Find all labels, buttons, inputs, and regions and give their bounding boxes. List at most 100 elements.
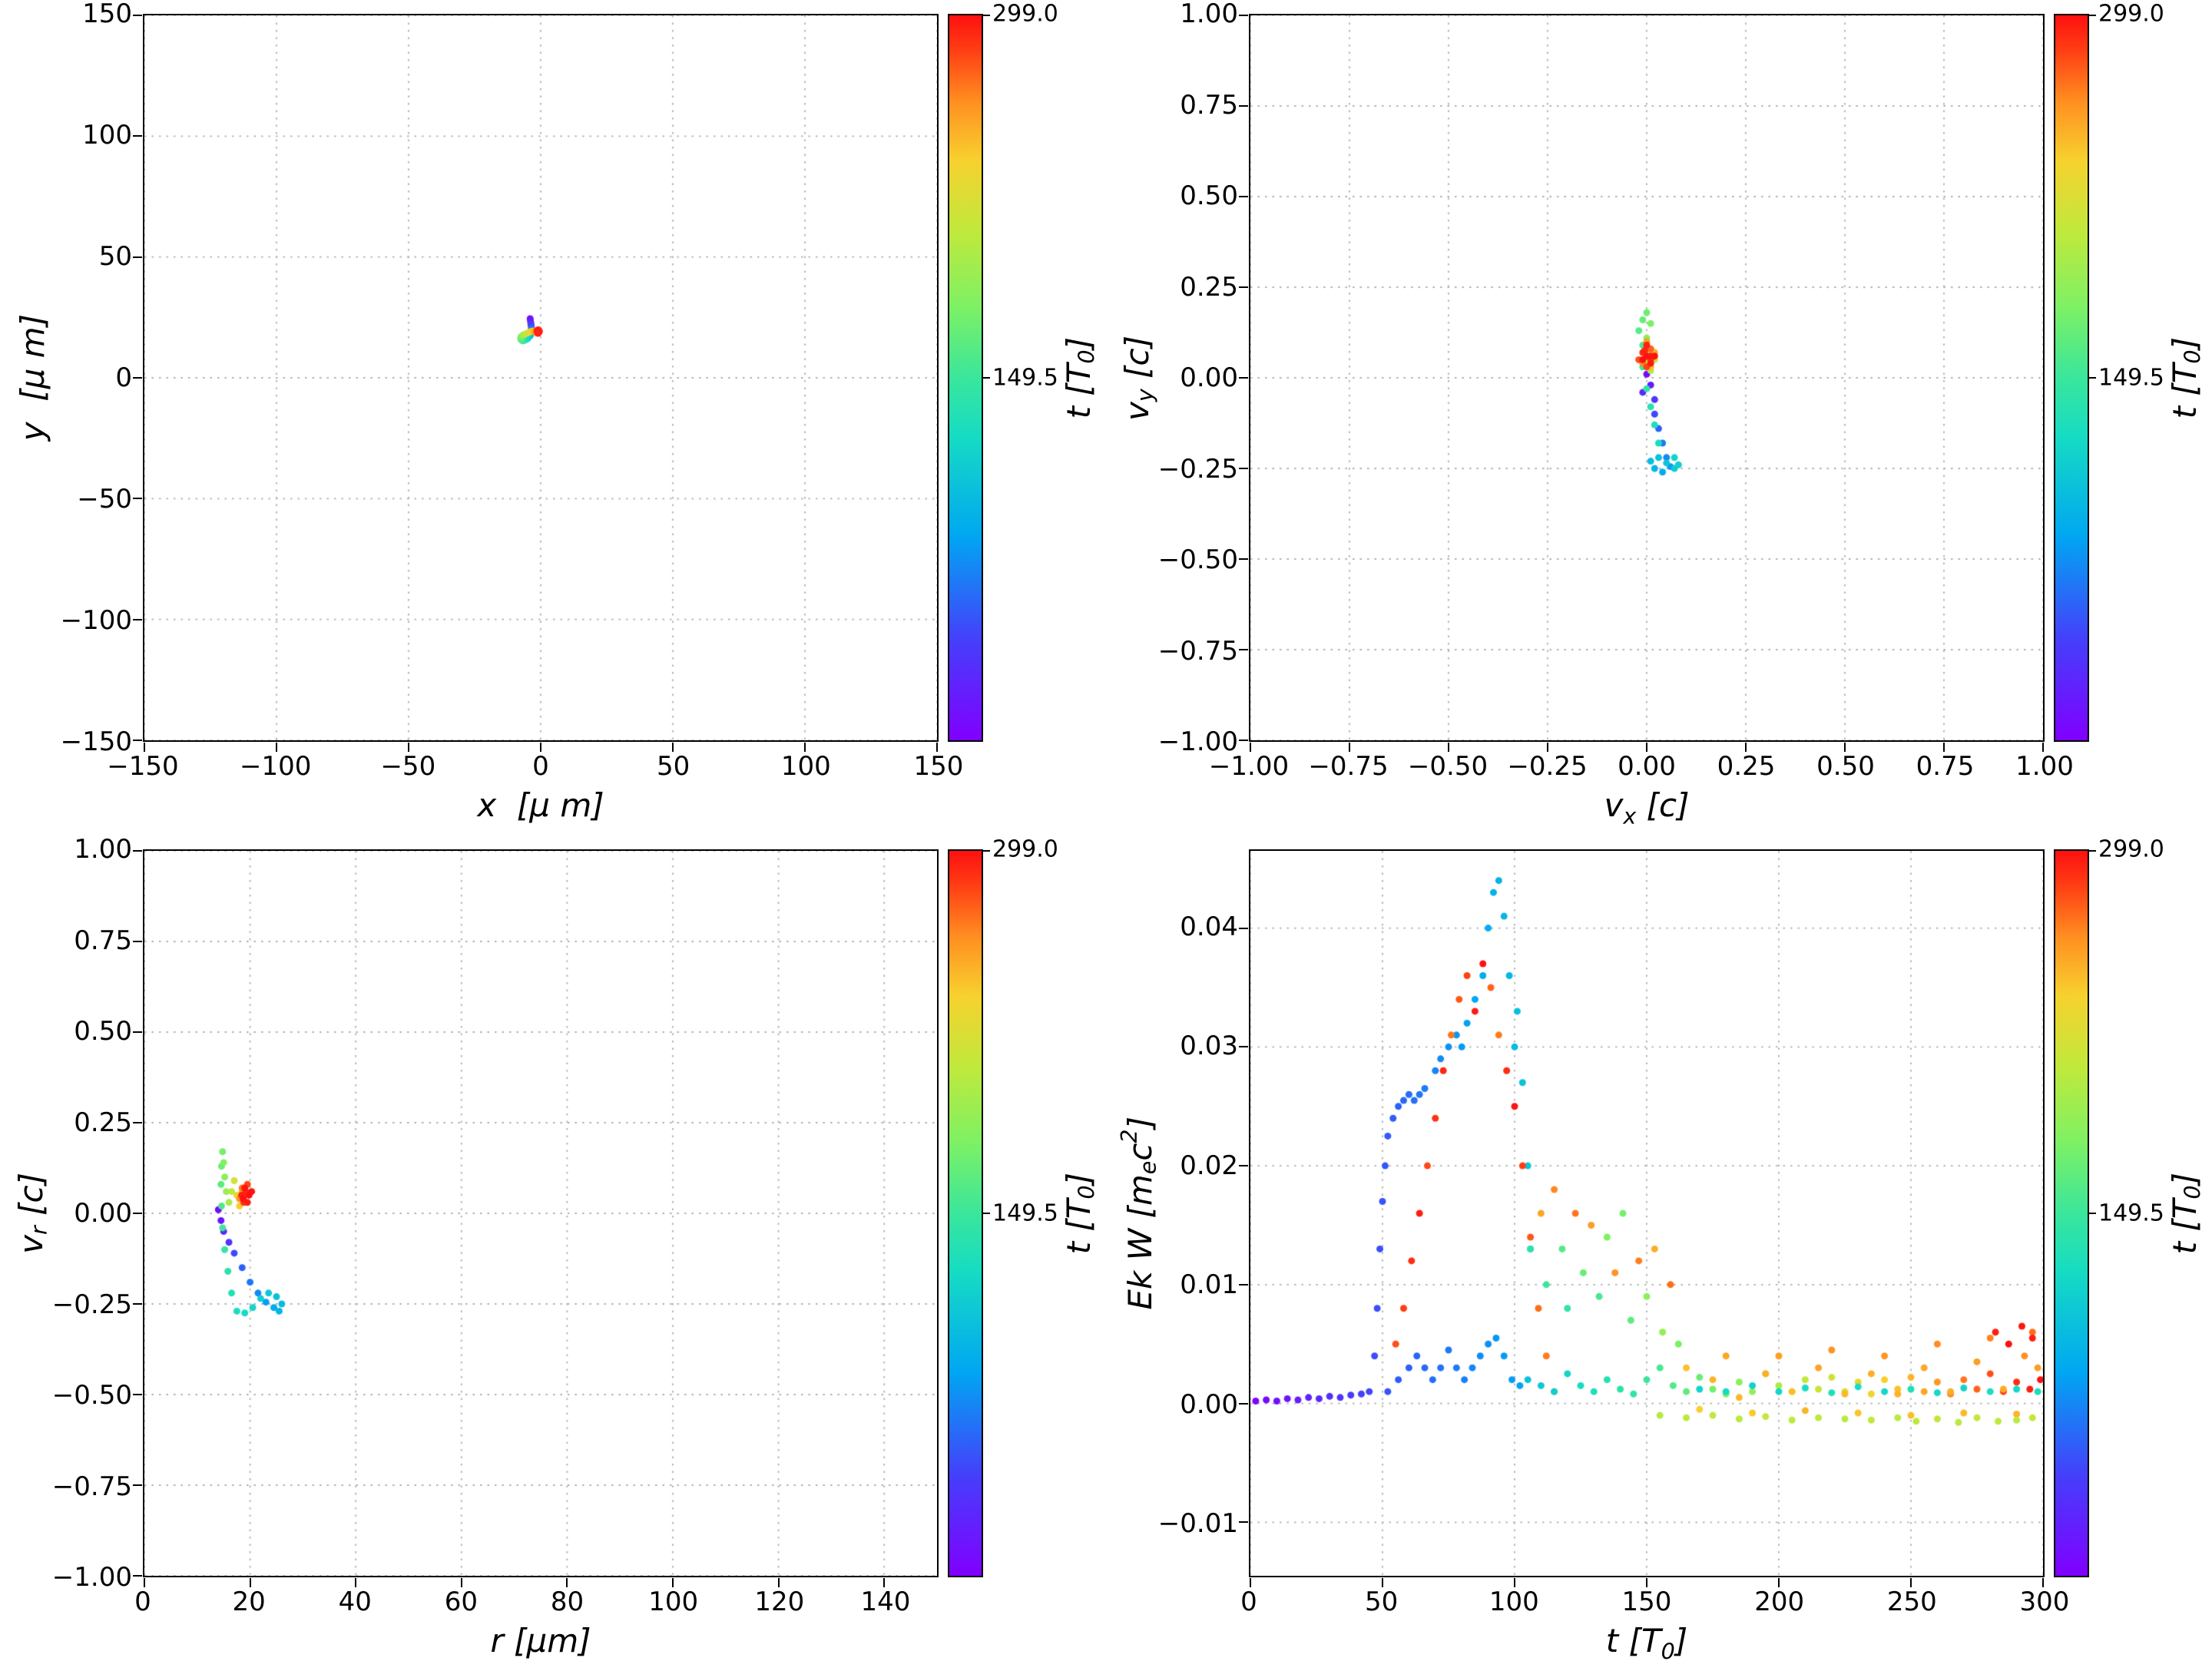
- y-tick-mark: [133, 740, 142, 741]
- scatter-canvas: [1250, 15, 2043, 740]
- x-tick-label: 120: [754, 1587, 805, 1617]
- x-tick-mark: [671, 1578, 674, 1587]
- colorbar-tick-label: 299.0: [992, 836, 1058, 863]
- x-tick-mark: [1844, 743, 1846, 752]
- y-tick-label: 150: [82, 0, 132, 29]
- x-tick-mark: [144, 1578, 145, 1587]
- x-tick-label: 0.75: [1916, 751, 1975, 782]
- y-tick-mark: [1239, 15, 1248, 16]
- y-tick-label: 0.04: [1180, 912, 1238, 943]
- y-tick-label: −1.00: [51, 1562, 132, 1593]
- y-tick-label: 1.00: [74, 834, 132, 865]
- x-tick-label: 50: [1365, 1587, 1399, 1617]
- colorbar: [2054, 849, 2096, 1577]
- x-tick-label: 150: [913, 751, 964, 782]
- x-tick-mark: [777, 1578, 780, 1587]
- x-tick-mark: [1250, 743, 1251, 752]
- colorbar-tick-labels: 299.0 149.5: [983, 836, 1058, 1577]
- y-tick-label: 0.00: [74, 1198, 132, 1229]
- scatter-canvas: [144, 851, 937, 1576]
- colorbar: [948, 849, 990, 1577]
- x-tick-label: 0.50: [1816, 751, 1875, 782]
- y-tick-mark: [133, 498, 142, 500]
- colorbar-tick-label: 149.5: [992, 1199, 1058, 1227]
- x-tick-labels: −150 −100 −50 0 50 100 150: [107, 742, 963, 786]
- y-tick-label: 0.75: [1180, 89, 1238, 121]
- y-tick-mark: [133, 618, 142, 620]
- y-tick-labels: −150 −100 −50 0 50 100 150: [57, 0, 143, 757]
- x-tick-label: 0: [1240, 1587, 1257, 1617]
- y-tick-label: −1.00: [1157, 726, 1238, 757]
- colorbar-tick-label: 149.5: [992, 364, 1058, 392]
- x-tick-label: 100: [1488, 1587, 1539, 1617]
- colorbar-tick-mark: [2089, 1213, 2096, 1214]
- y-tick-mark: [1239, 1046, 1248, 1048]
- y-tick-label: −100: [60, 605, 132, 636]
- y-axis-label: vr [c]: [12, 1173, 52, 1254]
- x-tick-mark: [1745, 743, 1747, 752]
- colorbar-tick-labels: 299.0 149.5: [983, 1, 1058, 742]
- colorbar: [2054, 14, 2096, 742]
- y-tick-mark: [133, 256, 142, 258]
- x-tick-label: 100: [648, 1587, 699, 1617]
- y-tick-label: 0.01: [1180, 1269, 1238, 1301]
- x-tick-labels: −1.00 −0.75 −0.50 −0.25 0.00 0.25 0.50 0.75 1.00: [1209, 742, 2074, 786]
- x-tick-label: 300: [2019, 1587, 2070, 1617]
- x-tick-label: −0.75: [1308, 751, 1389, 782]
- colorbar-label: t [T0]: [2166, 1172, 2206, 1255]
- x-tick-label: 20: [232, 1587, 266, 1617]
- y-tick-label: 0.02: [1180, 1150, 1238, 1181]
- x-tick-label: 100: [780, 751, 831, 782]
- y-tick-label: −0.50: [51, 1380, 132, 1411]
- x-tick-mark: [1381, 1578, 1383, 1587]
- y-tick-labels: −1.00 −0.75 −0.50 −0.25 0.00 0.25 0.50 0.75 1.00: [52, 834, 143, 1593]
- x-tick-mark: [1943, 743, 1945, 752]
- plot-area: [133, 14, 939, 752]
- y-axis-label: vy [c]: [1118, 335, 1158, 421]
- colorbar-tick-labels: 299.0 149.5: [2089, 1, 2164, 742]
- x-tick-label: −0.25: [1507, 751, 1588, 782]
- colorbar-label: t [T0]: [2166, 336, 2206, 419]
- x-axis-label: vx [c]: [1604, 786, 1690, 829]
- x-tick-mark: [2042, 1578, 2044, 1587]
- y-tick-label: −50: [77, 483, 132, 515]
- x-tick-mark: [1646, 743, 1647, 752]
- x-tick-label: −100: [239, 751, 312, 782]
- y-tick-label: −0.75: [1157, 635, 1238, 667]
- x-tick-label: −1.00: [1208, 751, 1290, 782]
- y-tick-mark: [133, 1213, 142, 1214]
- x-tick-label: −0.50: [1407, 751, 1488, 782]
- y-tick-label: −0.25: [51, 1289, 132, 1320]
- x-tick-mark: [1910, 1578, 1912, 1587]
- y-tick-mark: [133, 941, 142, 942]
- x-tick-label: −50: [380, 751, 436, 782]
- y-tick-mark: [133, 850, 142, 852]
- x-tick-labels: 0 20 40 60 80 100 120 140: [134, 1577, 939, 1622]
- x-tick-mark: [804, 743, 806, 752]
- subplot-rvr: vr [c] −1.00 −0.75 −0.50 −0.25 0.00 0.25 0.50 0…: [0, 834, 1106, 1671]
- y-axis-label: Ek W [mec2]: [1115, 1117, 1161, 1310]
- x-tick-mark: [407, 743, 409, 752]
- x-tick-label: 0: [532, 751, 549, 782]
- y-tick-label: 100: [82, 119, 132, 151]
- y-tick-mark: [133, 1394, 142, 1395]
- y-tick-mark: [1239, 1402, 1248, 1405]
- y-tick-label: 0.00: [1180, 362, 1238, 393]
- x-axis-label: x [μ m]: [477, 786, 604, 824]
- subplot-xy: y [μ m] −150 −100 −50 0 50 100 150 299.0 149.5 …: [0, 0, 1106, 836]
- y-tick-label: 0.25: [1180, 271, 1238, 303]
- colorbar-tick-label: 149.5: [2098, 364, 2164, 392]
- y-tick-label: 0.25: [74, 1107, 132, 1138]
- y-tick-labels: −1.00 −0.75 −0.50 −0.25 0.00 0.25 0.50 0.75 1.00: [1158, 0, 1249, 757]
- colorbar-tick-mark: [2089, 850, 2096, 852]
- x-tick-mark: [1547, 743, 1548, 752]
- y-tick-label: −0.75: [51, 1471, 132, 1502]
- y-tick-mark: [133, 1122, 142, 1123]
- plot-area: [1239, 14, 2045, 752]
- colorbar-tick-mark: [983, 850, 990, 852]
- colorbar-tick-label: 299.0: [2098, 0, 2164, 28]
- x-tick-mark: [540, 743, 541, 752]
- colorbar-tick-label: 299.0: [2098, 836, 2164, 863]
- plot-area: [1239, 849, 2045, 1587]
